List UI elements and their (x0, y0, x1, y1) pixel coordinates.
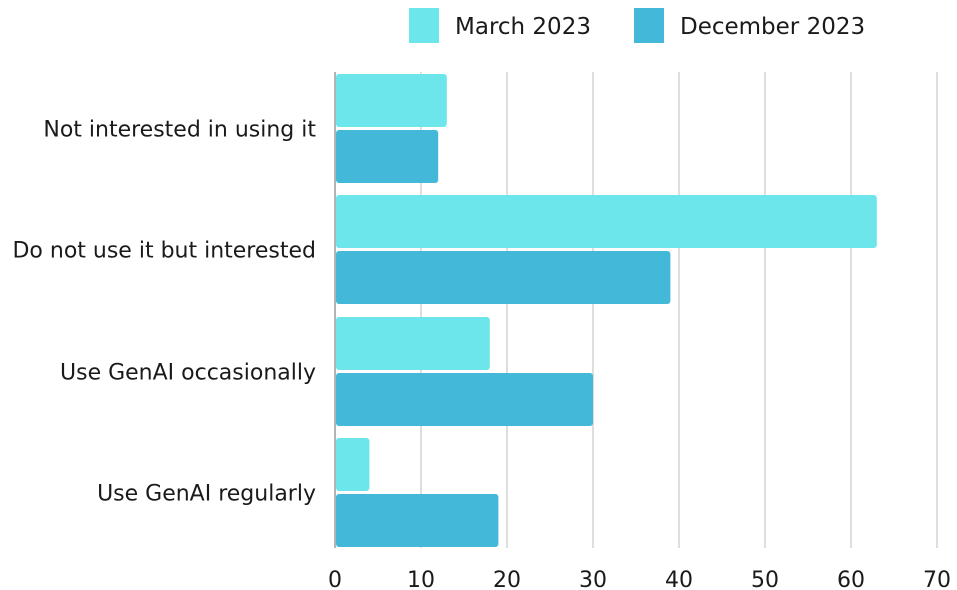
bar-december-1 (336, 251, 671, 304)
x-tick-label-30: 30 (579, 568, 607, 590)
category-label-2: Use GenAI occasionally (60, 361, 316, 386)
bar-march-0 (336, 74, 447, 127)
category-label-1: Do not use it but interested (12, 239, 316, 264)
gridlines (420, 72, 938, 548)
bar-december-3 (336, 494, 499, 547)
x-tick-label-40: 40 (665, 568, 693, 590)
x-tick-label-10: 10 (407, 568, 435, 590)
x-tick-label-20: 20 (493, 568, 521, 590)
bars (336, 74, 877, 547)
legend: March 2023 December 2023 (409, 8, 865, 43)
bar-december-0 (336, 130, 439, 183)
bar-march-3 (336, 438, 370, 491)
bar-march-2 (336, 317, 490, 370)
x-tick-label-70: 70 (923, 568, 951, 590)
category-label-0: Not interested in using it (43, 118, 316, 143)
legend-swatch-march (409, 8, 439, 43)
legend-label-december: December 2023 (680, 14, 865, 40)
bar-december-2 (336, 373, 593, 426)
bar-march-1 (336, 195, 877, 248)
x-tick-label-60: 60 (837, 568, 865, 590)
legend-swatch-december (634, 8, 664, 43)
x-tick-label-50: 50 (751, 568, 779, 590)
axes: 0 10 20 30 40 50 60 70 Not interested in using i… (12, 72, 951, 590)
x-tick-label-0: 0 (328, 568, 342, 590)
category-label-3: Use GenAI regularly (97, 482, 316, 507)
legend-label-march: March 2023 (455, 14, 591, 40)
